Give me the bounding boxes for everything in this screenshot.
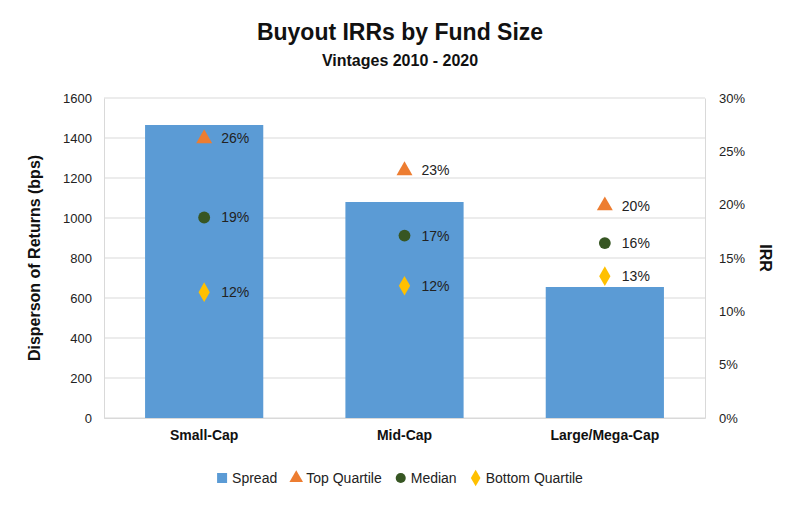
tick: 5%	[705, 357, 738, 372]
data-label: 12%	[422, 278, 450, 294]
bar	[345, 202, 463, 418]
legend-label: Bottom Quartile	[486, 470, 583, 486]
axis-line	[104, 99, 105, 419]
data-label: 20%	[622, 198, 650, 214]
marker	[399, 230, 411, 242]
category-label: Small-Cap	[170, 427, 238, 443]
y-axis-title: Disperson of Returns (bps)	[26, 155, 43, 361]
category-label: Mid-Cap	[377, 427, 432, 443]
chart: Buyout IRRs by Fund Size Vintages 2010 - …	[0, 0, 800, 506]
tick: 30%	[705, 91, 745, 106]
category-label: Large/Mega-Cap	[550, 427, 659, 443]
legend-label: Top Quartile	[306, 470, 382, 486]
tick: 15%	[705, 251, 745, 266]
marker	[599, 266, 610, 286]
data-label: 26%	[221, 130, 249, 146]
grid	[104, 98, 705, 418]
tick-label: 400	[70, 331, 92, 346]
grid-line	[104, 98, 705, 99]
tick-label: 0%	[719, 411, 738, 426]
data-label: 16%	[622, 235, 650, 251]
legend-symbol	[289, 470, 303, 482]
tick-label: 1600	[63, 91, 92, 106]
tick-label: 30%	[719, 91, 745, 106]
tick: 0%	[705, 411, 738, 426]
y2-axis: 0% 5% 10% 15% 20% 25% 30%	[705, 91, 745, 426]
tick-label: 25%	[719, 144, 745, 159]
tick-label: 0	[85, 411, 92, 426]
tick: Mid-Cap	[377, 418, 432, 443]
legend-symbol	[471, 470, 481, 487]
tick: 800	[70, 251, 104, 266]
legend-item: Top Quartile	[289, 470, 381, 486]
tick-label: 15%	[719, 251, 745, 266]
tick-label: 10%	[719, 304, 745, 319]
data-labels: 26% 23% 20% 19% 17% 16% 12% 12% 13%	[221, 130, 650, 300]
tick-label: 800	[70, 251, 92, 266]
tick: 400	[70, 331, 104, 346]
legend: Spread Top Quartile Median Bottom Quartile	[217, 470, 583, 487]
tick: 0	[85, 411, 104, 426]
marker	[198, 212, 210, 224]
marker	[597, 197, 613, 211]
data-label: 13%	[622, 268, 650, 284]
legend-item: Median	[396, 470, 457, 486]
tick-label: 200	[70, 371, 92, 386]
data-label: 19%	[221, 209, 249, 225]
marker	[397, 161, 413, 175]
data-label: 12%	[221, 284, 249, 300]
tick-label: 1400	[63, 131, 92, 146]
legend-label: Spread	[232, 470, 277, 486]
tick-label: 1200	[63, 171, 92, 186]
tick: 1600	[63, 91, 104, 106]
title: Buyout IRRs by Fund Size	[257, 19, 543, 45]
marker	[199, 282, 210, 302]
legend-item: Bottom Quartile	[471, 470, 583, 487]
marks	[145, 125, 664, 418]
tick: 1400	[63, 131, 104, 146]
tick-label: 1000	[63, 211, 92, 226]
marker	[599, 237, 611, 249]
legend-item: Spread	[217, 470, 277, 486]
data-label: 23%	[422, 162, 450, 178]
data-label: 17%	[422, 228, 450, 244]
bar	[145, 125, 263, 418]
bar	[546, 287, 664, 418]
tick: 200	[70, 371, 104, 386]
tick: 10%	[705, 304, 745, 319]
tick-label: 20%	[719, 197, 745, 212]
y2-axis-title: IRR	[757, 244, 774, 272]
axis-line	[105, 418, 706, 419]
tick: 20%	[705, 197, 745, 212]
tick: 1200	[63, 171, 104, 186]
axis-line	[705, 99, 706, 419]
legend-symbol	[396, 473, 406, 483]
marker	[399, 276, 410, 296]
legend-symbol	[217, 473, 227, 483]
subtitle: Vintages 2010 - 2020	[322, 52, 478, 69]
marker	[196, 129, 212, 143]
y-axis: 0 200 400 600 800 1000 1200 1400 1600	[63, 91, 104, 426]
legend-label: Median	[411, 470, 457, 486]
tick-label: 5%	[719, 357, 738, 372]
tick: 1000	[63, 211, 104, 226]
tick-label: 600	[70, 291, 92, 306]
tick: Small-Cap	[170, 418, 238, 443]
x-axis: Small-Cap Mid-Cap Large/Mega-Cap	[105, 418, 706, 443]
tick: 600	[70, 291, 104, 306]
tick: Large/Mega-Cap	[550, 418, 659, 443]
tick: 25%	[705, 144, 745, 159]
